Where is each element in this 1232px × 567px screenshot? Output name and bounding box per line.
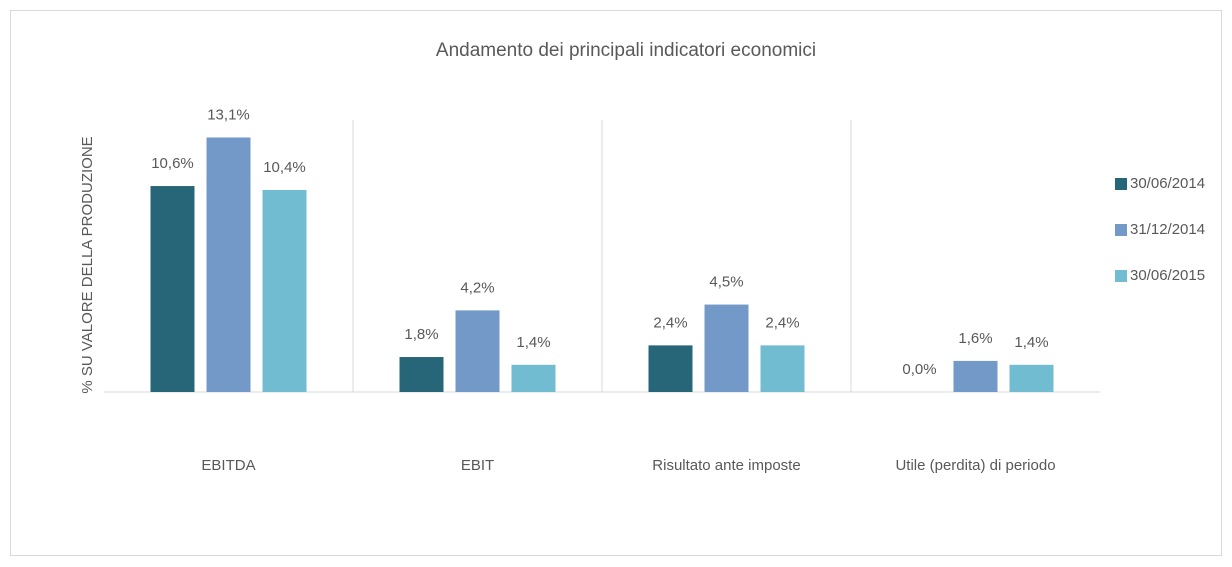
legend-label: 31/12/2014	[1130, 221, 1205, 238]
x-tick-label: EBIT	[461, 457, 494, 474]
data-label: 1,8%	[404, 326, 438, 343]
bar	[206, 137, 251, 392]
bar	[953, 360, 998, 392]
bar	[455, 310, 500, 392]
bar	[511, 364, 556, 392]
data-label: 2,4%	[765, 314, 799, 331]
x-tick-label: EBITDA	[201, 457, 255, 474]
data-label: 10,6%	[151, 155, 194, 172]
x-tick-label: Utile (perdita) di periodo	[895, 457, 1055, 474]
bar	[648, 345, 693, 392]
data-label: 0,0%	[902, 361, 936, 378]
bar	[704, 304, 749, 392]
data-label: 1,6%	[958, 330, 992, 347]
bar	[760, 345, 805, 392]
bar	[150, 186, 195, 392]
y-axis-title: % SU VALORE DELLA PRODUZIONE	[79, 136, 96, 393]
legend-swatch	[1115, 270, 1127, 282]
data-label: 10,4%	[263, 159, 306, 176]
legend-label: 30/06/2014	[1130, 175, 1205, 192]
bar	[399, 357, 444, 392]
x-tick-label: Risultato ante imposte	[652, 457, 800, 474]
legend-label: 30/06/2015	[1130, 267, 1205, 284]
data-label: 2,4%	[653, 314, 687, 331]
data-label: 1,4%	[516, 334, 550, 351]
data-label: 4,5%	[709, 274, 743, 291]
data-label: 13,1%	[207, 106, 250, 123]
bar	[262, 189, 307, 392]
bar	[1009, 364, 1054, 392]
data-label: 1,4%	[1014, 334, 1048, 351]
data-label: 4,2%	[460, 279, 494, 296]
legend-swatch	[1115, 224, 1127, 236]
legend-swatch	[1115, 178, 1127, 190]
chart-title: Andamento dei principali indicatori econ…	[436, 40, 816, 61]
